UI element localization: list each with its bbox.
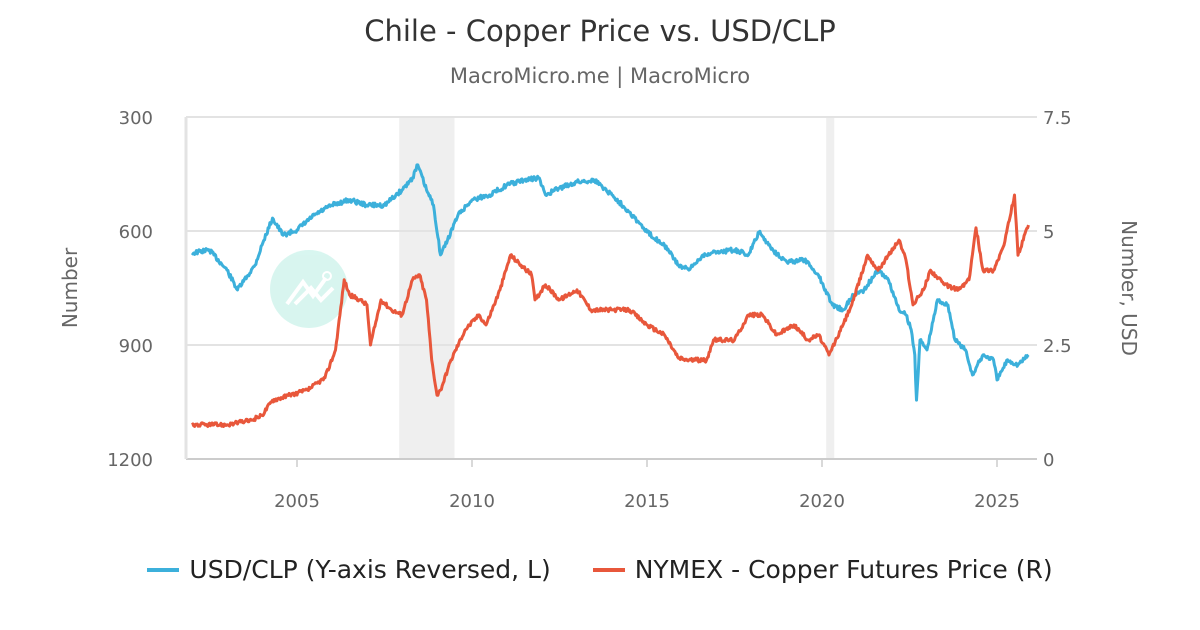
- legend-item-usdclp[interactable]: USD/CLP (Y-axis Reversed, L): [147, 555, 551, 584]
- copper-price-line: [191, 193, 1030, 428]
- right-tick-label: 0: [1043, 450, 1054, 471]
- usdclp-line: [190, 163, 1030, 402]
- left-tick-label: 900: [119, 336, 153, 357]
- chart-title: Chile - Copper Price vs. USD/CLP: [364, 14, 836, 48]
- right-tick-label: 5: [1043, 222, 1054, 243]
- x-tick-label: 2020: [799, 491, 845, 512]
- left-tick-label: 600: [119, 222, 153, 243]
- legend: USD/CLP (Y-axis Reversed, L) NYMEX - Cop…: [0, 555, 1200, 584]
- legend-label-copper: NYMEX - Copper Futures Price (R): [634, 555, 1053, 584]
- x-tick-label: 2005: [274, 491, 320, 512]
- left-axis-label: Number: [58, 247, 82, 328]
- legend-swatch-copper: [592, 567, 625, 572]
- x-tick-label: 2015: [624, 491, 670, 512]
- right-axis-label: Number, USD: [1117, 220, 1141, 356]
- legend-swatch-usdclp: [147, 567, 180, 572]
- recession-band: [399, 117, 455, 459]
- x-tick-label: 2025: [974, 491, 1020, 512]
- legend-label-usdclp: USD/CLP (Y-axis Reversed, L): [189, 555, 551, 584]
- left-tick-label: 1200: [107, 450, 153, 471]
- chart-subtitle: MacroMicro.me | MacroMicro: [449, 64, 751, 88]
- left-tick-label: 300: [119, 108, 153, 129]
- right-tick-label: 7.5: [1043, 108, 1072, 129]
- watermark: [270, 250, 348, 328]
- x-tick-label: 2010: [449, 491, 495, 512]
- legend-item-copper[interactable]: NYMEX - Copper Futures Price (R): [592, 555, 1053, 584]
- recession-band: [826, 117, 835, 459]
- right-tick-label: 2.5: [1043, 336, 1072, 357]
